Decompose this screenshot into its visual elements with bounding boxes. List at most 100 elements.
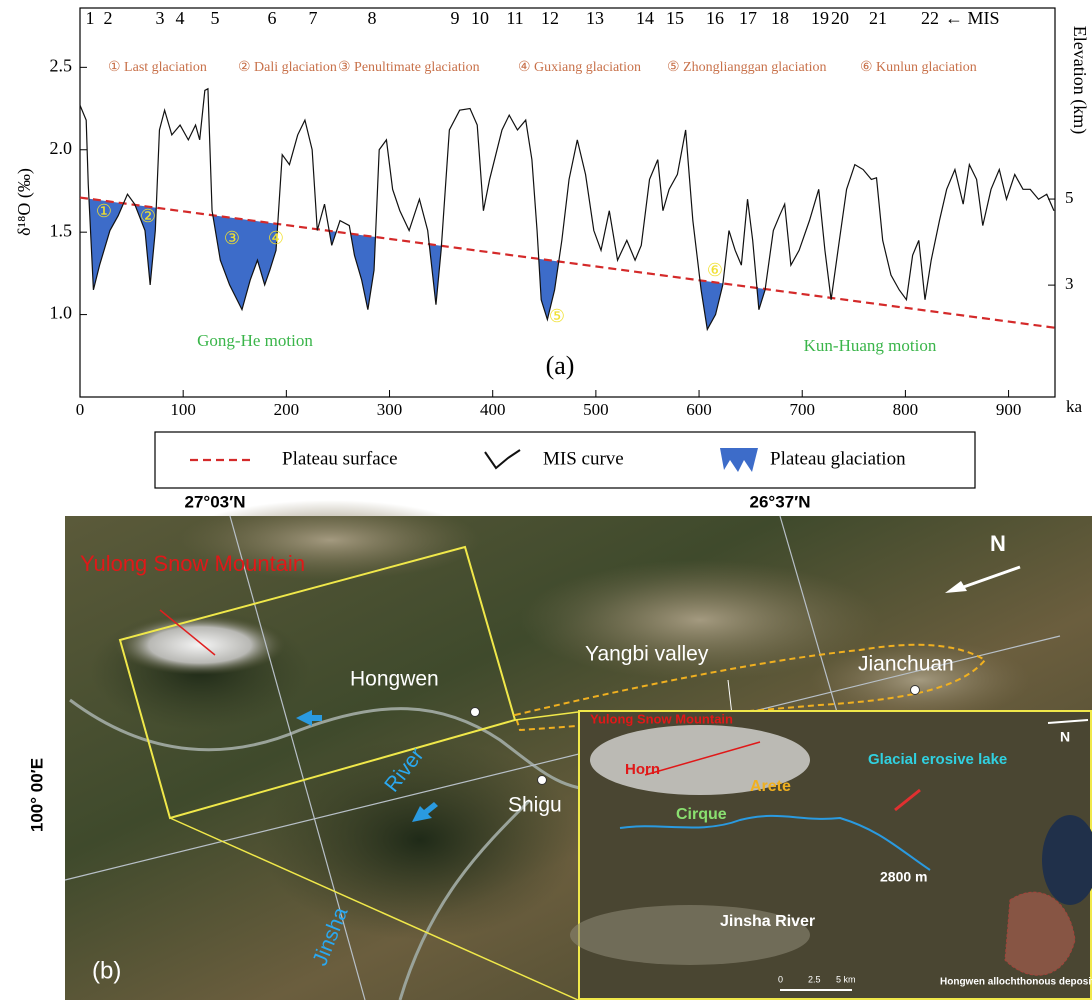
mis-number: 16 [706,8,724,28]
mis-number: 11 [506,8,523,28]
terrain [180,500,480,580]
snow [115,615,285,675]
mis-number: 18 [771,8,789,28]
inset-title: Yulong Snow Mountain [590,711,733,726]
glaciation-marker: ② [140,206,156,226]
plot-frame [79,7,1056,398]
mis-number: 21 [869,8,887,28]
north-arrow [954,565,1021,592]
glaciation-name: ④ Guxiang glaciation [518,60,641,75]
map-b: 27°03′N 26°37′N 100° 00′E N Yulong Snow … [27,492,1092,1000]
legend-label: Plateau glaciation [770,448,906,469]
inset-label: Glacial erosive lake [868,751,1007,768]
mis-number: 15 [666,8,684,28]
legend-swatch [484,449,521,470]
leader [727,679,733,716]
inset-label: Hongwen allochthonous deposit [940,977,1092,988]
x-tick-label: 300 [377,400,403,419]
mis-number: 1 [86,8,95,28]
x-tick-label: 600 [686,400,712,419]
leader [169,817,579,1000]
mis-number: 7 [309,8,318,28]
flow-arrow [296,710,322,726]
glaciation-name: ⑥ Kunlun glaciation [860,60,977,75]
legend-swatch [720,448,758,472]
deposit [1004,891,1076,976]
y2-tick-label: 3 [1065,274,1074,293]
mis-number: 2 [104,8,113,28]
y-tick-label: 1.0 [50,303,73,323]
x-axis-label: ka [1066,397,1083,416]
terrain [520,560,880,680]
x-tick-label: 0 [76,400,85,419]
inset-label: 2800 m [880,869,927,885]
flow-arrow [412,802,438,822]
river [398,798,532,1000]
x-tick-label: 800 [893,400,919,419]
y-tick-label: 2.5 [50,55,73,75]
place-label: Jianchuan [858,653,954,676]
glaciation-name: ⑤ Zhonglianggan glaciation [667,60,827,75]
x-tick-label: 400 [480,400,506,419]
graticule [64,635,1061,881]
place-label: Hongwen [350,668,439,691]
place-label: Shigu [508,794,562,817]
leader [644,741,761,776]
north-label: N [1060,729,1070,745]
series-line [79,196,1056,329]
mis-number: 22 [921,8,939,28]
mis-number: 3 [156,8,165,28]
terrain [260,740,580,940]
mis-number: 12 [541,8,559,28]
contour [619,814,931,871]
lat-label: 27°03′N [185,492,246,511]
snow [590,725,810,795]
glaciation-marker: ③ [224,228,240,248]
mis-number: 9 [451,8,460,28]
terrain [810,640,1030,720]
x-tick-label: 700 [789,400,815,419]
north-arrow [1047,719,1089,724]
north-arrow [945,581,967,593]
scale-label: 2.5 [808,974,821,984]
motion-label: Kun-Huang motion [804,336,937,355]
legend-box [154,431,976,489]
series-line [79,87,1055,332]
panel-label: (a) [546,351,575,380]
y-tick-label: 1.5 [50,220,73,240]
leader [514,711,579,721]
glaciation-marker: ⑥ [707,260,723,280]
mis-label: ← MIS [945,8,1000,28]
mis-number: 8 [368,8,377,28]
inset-label: Jinsha River [720,913,815,930]
river [69,698,601,792]
y-tick-label: 2.0 [50,138,73,158]
scale-label: 0 [778,974,783,984]
glaciation-marker: ④ [268,228,284,248]
place-dot [470,707,480,717]
lon-label: 100° 00′E [27,758,46,832]
legend-label: Plateau surface [282,448,398,469]
mis-number: 10 [471,8,489,28]
legend-label: MIS curve [543,448,624,469]
inset-label: Cirque [676,806,727,823]
motion-label: Gong-He motion [197,331,313,350]
mis-number: 14 [636,8,654,28]
x-tick-label: 200 [274,400,300,419]
x-tick-label: 500 [583,400,609,419]
mis-number: 5 [211,8,220,28]
glaciation-name: ③ Penultimate glaciation [338,60,480,75]
scale-label: 5 km [836,974,856,984]
lake [1042,815,1092,905]
mis-number: 6 [268,8,277,28]
y2-tick-label: 5 [1065,188,1074,207]
mis-number: 19 [811,8,829,28]
glaciation-marker: ① [96,201,112,221]
x-tick-label: 100 [170,400,196,419]
glaciation-name: ② Dali glaciation [238,60,337,75]
place-label: Yulong Snow Mountain [80,551,305,576]
north-label: N [990,531,1006,556]
lat-label: 26°37′N [750,492,811,511]
inset-label: Arete [750,778,791,795]
